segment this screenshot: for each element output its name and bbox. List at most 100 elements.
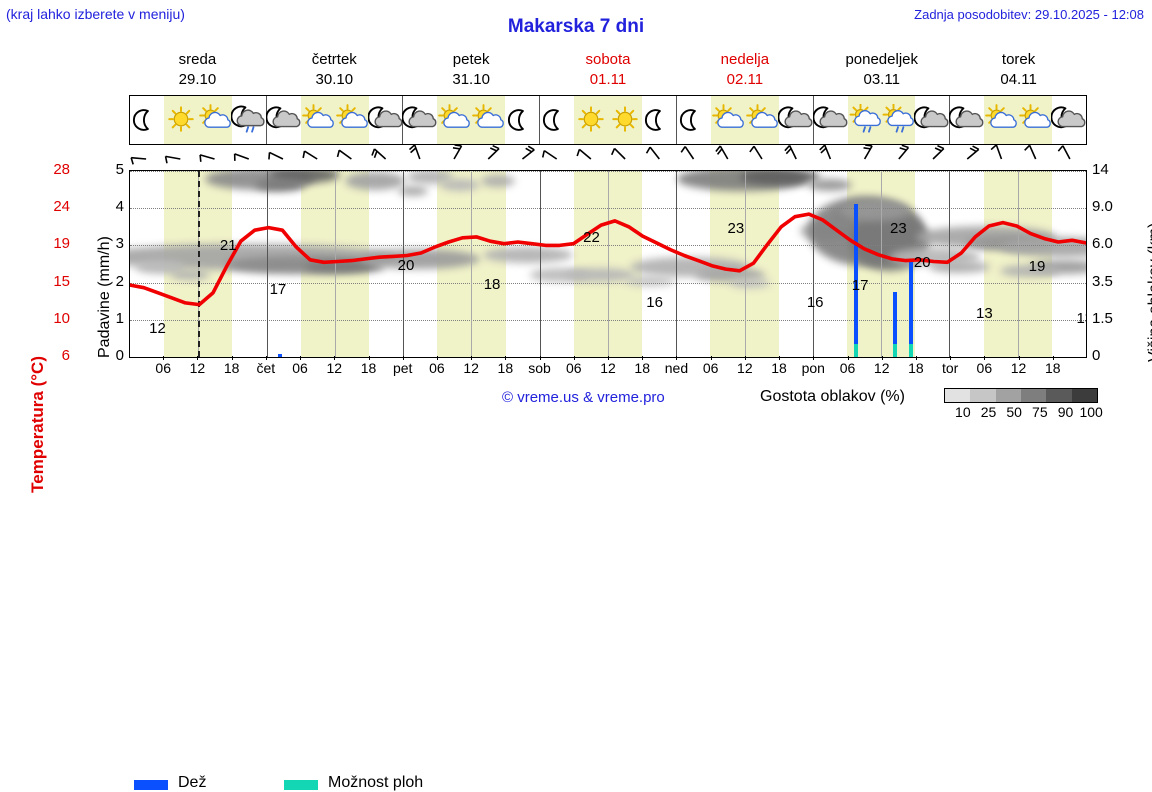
cloud-density-tick-label: 50 bbox=[1006, 404, 1022, 420]
precipitation-tick: 5 bbox=[104, 161, 124, 178]
weather-icon-row bbox=[129, 95, 1087, 145]
moon-cloud-rain-icon bbox=[231, 104, 267, 136]
wind-barb-flag bbox=[1025, 145, 1030, 150]
temperature-value-label: 12 bbox=[149, 320, 166, 337]
wind-barb-flag bbox=[543, 151, 545, 158]
shower-legend-swatch bbox=[284, 780, 318, 790]
wind-barb-flag bbox=[131, 158, 133, 165]
wind-barb-flag bbox=[937, 146, 943, 149]
x-axis-tick-mark bbox=[984, 356, 985, 360]
x-axis-tick-mark bbox=[437, 356, 438, 360]
wind-barb bbox=[269, 152, 282, 159]
wind-barb-flag bbox=[526, 148, 532, 152]
precipitation-axis-title-text: Padavine (mm/h) bbox=[96, 236, 114, 358]
day-name: petek bbox=[403, 50, 540, 70]
moon-cloud-icon bbox=[914, 104, 950, 136]
x-axis-tick-label: 18 bbox=[498, 360, 514, 376]
x-axis-tick-mark bbox=[540, 356, 541, 360]
weather-slot bbox=[540, 96, 574, 144]
temperature-tick: 15 bbox=[36, 273, 70, 290]
x-axis-tick-label: 12 bbox=[737, 360, 753, 376]
x-axis-tick-label: 18 bbox=[1045, 360, 1061, 376]
moon-cloud-icon bbox=[368, 104, 404, 136]
sun-cloud-rain-icon bbox=[847, 104, 883, 136]
cloud-height-tick: 6.0 bbox=[1092, 235, 1126, 252]
wind-barb-flag bbox=[864, 148, 871, 149]
x-axis-tick-mark bbox=[711, 356, 712, 360]
wind-barb bbox=[544, 151, 556, 159]
forecast-plot: 122117201822162316231720131913 bbox=[129, 170, 1087, 358]
day-date: 29.10 bbox=[129, 70, 266, 90]
x-axis-tick-mark bbox=[300, 356, 301, 360]
wind-barb-flag bbox=[200, 155, 201, 162]
x-axis-tick-mark bbox=[1053, 356, 1054, 360]
weather-slot bbox=[198, 96, 232, 144]
wind-barb-flag bbox=[612, 148, 615, 154]
temperature-value-label: 23 bbox=[890, 220, 907, 237]
x-axis-tick-label: 18 bbox=[361, 360, 377, 376]
x-axis-tick-label: 12 bbox=[190, 360, 206, 376]
temperature-tick: 19 bbox=[36, 235, 70, 252]
wind-barb bbox=[1063, 146, 1070, 159]
moon-cloud-icon bbox=[949, 104, 985, 136]
weather-slot bbox=[848, 96, 882, 144]
cloud-height-tick: 9.0 bbox=[1092, 198, 1126, 215]
wind-barb-flag bbox=[970, 148, 976, 151]
x-axis-tick-label: 06 bbox=[155, 360, 171, 376]
day-icon-group bbox=[130, 96, 267, 144]
day-date: 31.10 bbox=[403, 70, 540, 90]
moon-cloud-icon bbox=[266, 104, 302, 136]
cloud-density-tick-label: 90 bbox=[1058, 404, 1074, 420]
cloud-density-colorbar bbox=[944, 388, 1098, 403]
x-axis-tick-label: 12 bbox=[326, 360, 342, 376]
x-axis-tick-label: 06 bbox=[840, 360, 856, 376]
day-date: 30.10 bbox=[266, 70, 403, 90]
wind-barb bbox=[967, 149, 978, 159]
x-axis-tick-mark bbox=[574, 356, 575, 360]
weather-slot bbox=[1052, 96, 1086, 144]
x-axis-tick-label: 06 bbox=[566, 360, 582, 376]
temperature-value-label: 22 bbox=[583, 229, 600, 246]
x-axis-tick-mark bbox=[779, 356, 780, 360]
temperature-value-label: 17 bbox=[852, 277, 869, 294]
day-icon-group bbox=[267, 96, 404, 144]
moon-icon bbox=[504, 104, 540, 136]
day-icon-group bbox=[677, 96, 814, 144]
x-axis-tick-label: 06 bbox=[977, 360, 993, 376]
x-axis-tick-mark bbox=[163, 356, 164, 360]
moon-cloud-icon bbox=[1051, 104, 1087, 136]
wind-barb bbox=[650, 147, 659, 159]
moon-cloud-icon bbox=[813, 104, 849, 136]
day-icon-group bbox=[814, 96, 951, 144]
temperature-line bbox=[130, 171, 1086, 357]
shower-legend-label: Možnost ploh bbox=[328, 774, 423, 792]
wind-barb bbox=[235, 154, 249, 159]
precipitation-tick: 2 bbox=[104, 273, 124, 290]
temperature-value-label: 20 bbox=[914, 254, 931, 271]
x-axis-tick-label: 06 bbox=[703, 360, 719, 376]
temperature-value-label: 18 bbox=[484, 276, 501, 293]
temperature-value-label: 16 bbox=[646, 294, 663, 311]
weather-slot bbox=[814, 96, 848, 144]
wind-barb-flag bbox=[528, 146, 534, 150]
wind-barb bbox=[754, 146, 762, 159]
cloud-density-tick-label: 75 bbox=[1032, 404, 1048, 420]
day-name: četrtek bbox=[266, 50, 403, 70]
x-axis-tick-label: čet bbox=[257, 360, 276, 376]
copyright-link[interactable]: © vreme.us & vreme.pro bbox=[502, 389, 665, 406]
temperature-value-label: 21 bbox=[220, 237, 237, 254]
day-name: torek bbox=[950, 50, 1087, 70]
wind-barb-flag bbox=[865, 145, 872, 146]
weather-slot bbox=[950, 96, 984, 144]
temperature-value-label: 23 bbox=[728, 220, 745, 237]
temperature-tick: 10 bbox=[36, 310, 70, 327]
x-axis-tick-label: 18 bbox=[908, 360, 924, 376]
x-axis-tick-label: sob bbox=[528, 360, 551, 376]
wind-barb-flag bbox=[902, 145, 909, 147]
